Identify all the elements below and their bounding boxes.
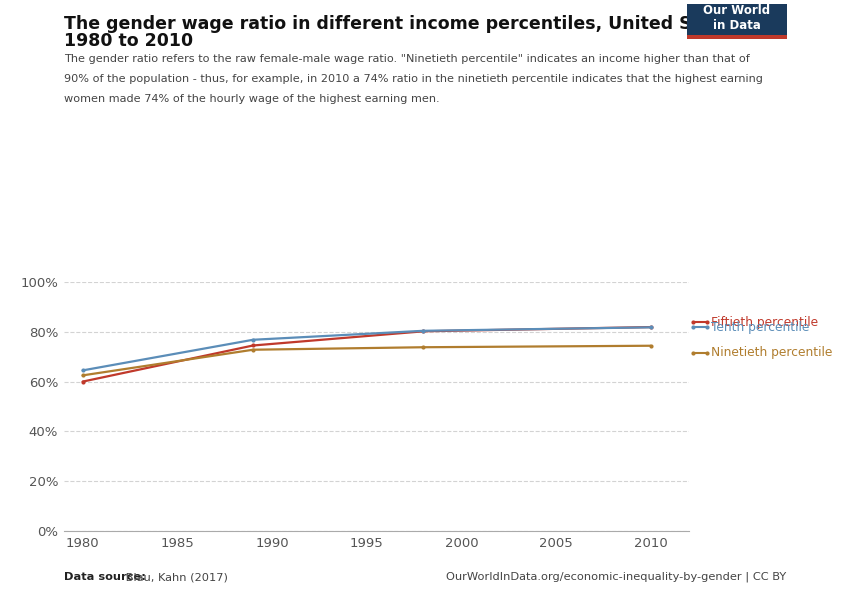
Text: Ninetieth percentile: Ninetieth percentile	[711, 346, 832, 359]
Text: The gender ratio refers to the raw female-male wage ratio. "Ninetieth percentile: The gender ratio refers to the raw femal…	[64, 54, 750, 64]
Text: The gender wage ratio in different income percentiles, United States,: The gender wage ratio in different incom…	[64, 15, 748, 33]
Text: women made 74% of the hourly wage of the highest earning men.: women made 74% of the hourly wage of the…	[64, 94, 439, 104]
Text: 1980 to 2010: 1980 to 2010	[64, 32, 193, 50]
Text: Tenth percentile: Tenth percentile	[711, 321, 809, 334]
Text: Blau, Kahn (2017): Blau, Kahn (2017)	[122, 572, 228, 582]
Text: OurWorldInData.org/economic-inequality-by-gender | CC BY: OurWorldInData.org/economic-inequality-b…	[446, 571, 786, 582]
Text: Data source:: Data source:	[64, 572, 145, 582]
Text: 90% of the population - thus, for example, in 2010 a 74% ratio in the ninetieth : 90% of the population - thus, for exampl…	[64, 74, 762, 84]
Text: Our World
in Data: Our World in Data	[704, 4, 770, 32]
Text: Fiftieth percentile: Fiftieth percentile	[711, 316, 818, 329]
